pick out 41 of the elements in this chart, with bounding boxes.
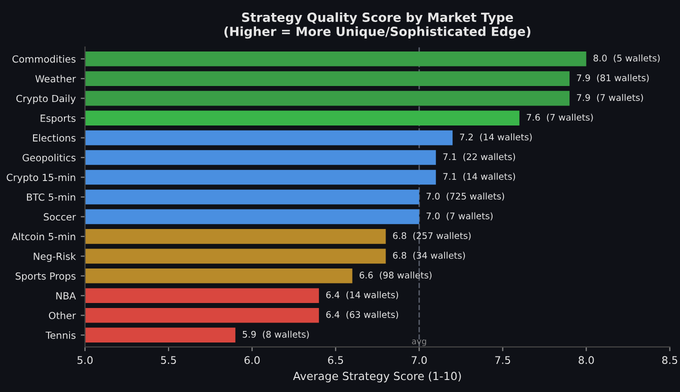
x-tick-label: 5.0 [78,356,93,364]
data-label: 6.6 (98 wallets) [360,272,432,280]
data-label: 6.8 (34 wallets) [393,252,465,260]
data-label: 7.2 (14 wallets) [460,133,532,142]
y-tick-label: Crypto 15-min [6,174,76,183]
x-tick-label: 7.5 [495,356,510,364]
y-tick-label: Neg-Risk [34,252,76,262]
x-tick-label: 8.0 [578,356,594,364]
y-tick-label: Altcoin 5-min [12,232,76,240]
data-label: 8.0 (5 wallets) [594,54,660,63]
y-tick-label: Elections [33,134,76,142]
y-tick-label: Other [48,312,76,320]
y-tick-label: NBA [56,292,76,300]
data-label: 7.9 (81 wallets) [576,74,649,82]
data-label: 7.1 (14 wallets) [443,172,516,181]
y-tick-label: Commodities [12,55,76,63]
y-tick-label: Soccer [44,213,76,221]
data-label: 7.1 (22 wallets) [443,153,516,162]
y-tick-label: Crypto Daily [16,94,76,104]
data-label: 7.9 (7 wallets) [576,94,643,102]
y-tick-label: Sports Props [16,272,76,282]
ref-line-label: avg [412,340,426,346]
x-tick-label: 7.0 [412,356,427,364]
data-label: 6.4 (63 wallets) [326,310,398,320]
data-label: 5.9 (8 wallets) [242,330,309,339]
y-tick-label: BTC 5-min [26,193,76,201]
data-label: 7.0 (7 wallets) [426,212,493,220]
data-label: 7.0 (725 wallets) [426,192,504,201]
y-tick-label: Geopolitics [22,154,76,164]
x-tick-label: 6.0 [244,356,260,364]
x-axis-title: Average Strategy Score (1-10) [293,372,461,382]
data-label: 6.4 (14 wallets) [326,291,398,300]
y-tick-label: Weather [35,74,76,82]
y-tick-label: Esports [40,114,76,124]
x-tick-label: 6.5 [328,356,343,364]
y-tick-label: Tennis [46,331,76,339]
chart-title: Strategy Quality Score by Market Type (Higher = More Unique/Sophisticated Edge) [224,12,530,39]
data-label: 7.6 (7 wallets) [526,114,593,122]
x-tick-label: 5.5 [161,356,176,364]
data-label: 6.8 (257 wallets) [393,232,471,240]
x-tick-label: 8.5 [662,356,678,364]
